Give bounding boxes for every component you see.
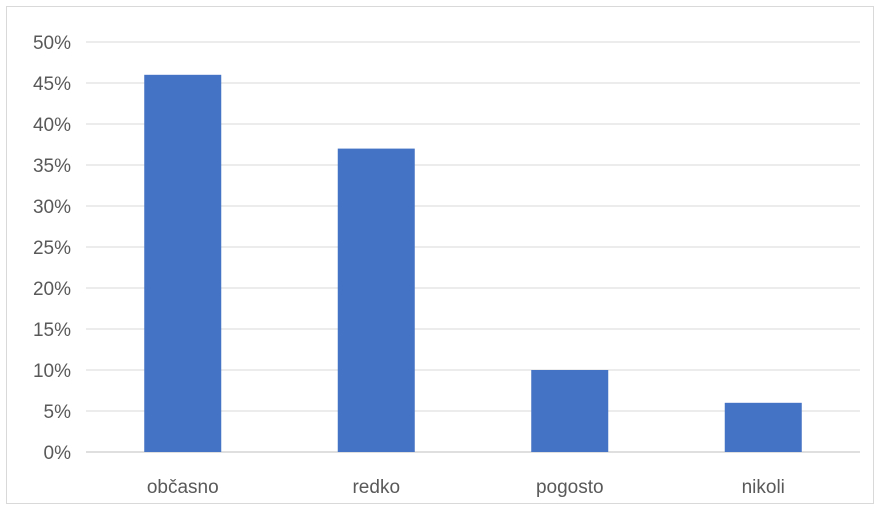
y-tick-label: 20% bbox=[33, 279, 71, 300]
y-tick-label: 5% bbox=[44, 402, 72, 423]
bar-2 bbox=[531, 370, 609, 452]
y-tick-label: 30% bbox=[33, 197, 71, 218]
y-tick-label: 45% bbox=[33, 74, 71, 95]
x-axis-category-labels: občasno redko pogosto nikoli bbox=[147, 477, 785, 498]
y-tick-label: 25% bbox=[33, 238, 71, 259]
bars bbox=[144, 74, 802, 453]
y-tick-label: 15% bbox=[33, 320, 71, 341]
y-tick-label: 0% bbox=[44, 443, 72, 464]
bar-3 bbox=[724, 402, 802, 452]
y-tick-label: 35% bbox=[33, 156, 71, 177]
category-label: redko bbox=[352, 477, 400, 498]
category-label: nikoli bbox=[742, 477, 785, 498]
y-tick-label: 50% bbox=[33, 33, 71, 54]
y-tick-label: 10% bbox=[33, 361, 71, 382]
y-tick-label: 40% bbox=[33, 115, 71, 136]
category-label: občasno bbox=[147, 477, 219, 498]
category-label: pogosto bbox=[536, 477, 604, 498]
y-axis-tick-labels: 0% 5% 10% 15% 20% 25% 30% 35% 40% 45% 50% bbox=[33, 33, 71, 464]
bar-1 bbox=[337, 148, 415, 452]
bar-0 bbox=[144, 74, 222, 453]
